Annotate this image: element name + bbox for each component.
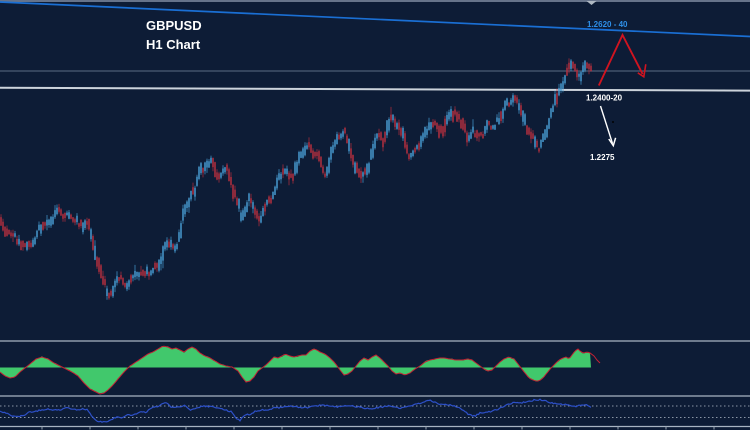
svg-text:GBPUSD: GBPUSD <box>146 18 202 33</box>
svg-text:1.2400-20: 1.2400-20 <box>586 94 623 103</box>
svg-text:1.2620 - 40: 1.2620 - 40 <box>587 20 628 29</box>
svg-text:H1 Chart: H1 Chart <box>146 37 201 52</box>
svg-text:1.2275: 1.2275 <box>590 153 615 162</box>
